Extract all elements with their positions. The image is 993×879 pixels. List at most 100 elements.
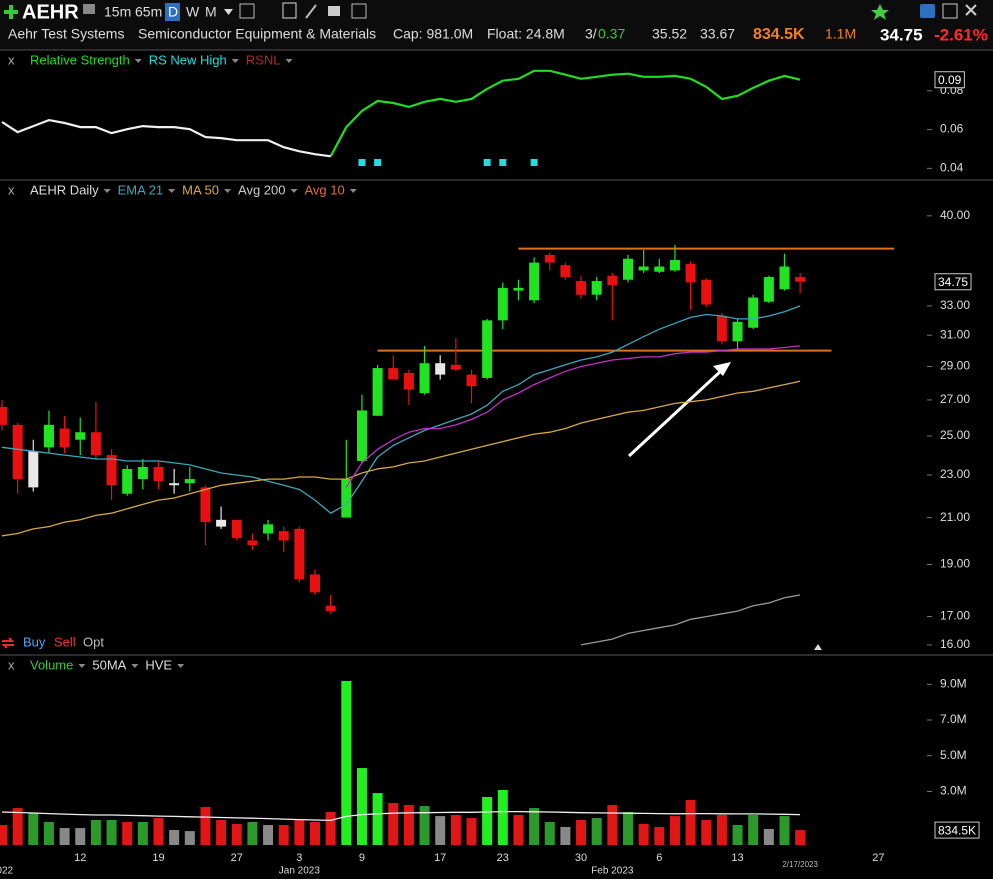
volume-bar bbox=[310, 821, 320, 845]
candle-body bbox=[701, 279, 712, 305]
y-tick-label: 17.00 bbox=[940, 609, 970, 623]
legend-entry[interactable]: EMA 21 bbox=[118, 182, 164, 197]
legend-dropdown bbox=[349, 189, 357, 193]
x-tick-label: 12 bbox=[74, 852, 86, 864]
icon[interactable] bbox=[239, 3, 255, 19]
series-line bbox=[345, 345, 801, 488]
marker bbox=[814, 644, 822, 650]
volume-bar bbox=[122, 821, 133, 845]
legend-close[interactable]: x bbox=[8, 657, 15, 672]
candle-body bbox=[716, 315, 727, 342]
legend-entry[interactable]: Avg 10 bbox=[304, 182, 344, 197]
x-tick-label: 19 bbox=[152, 852, 164, 864]
add-icon[interactable] bbox=[4, 5, 18, 19]
legend-entry[interactable]: AEHR Daily bbox=[30, 182, 99, 197]
candle-body bbox=[591, 281, 602, 295]
volume-bar bbox=[529, 808, 540, 845]
close-icon[interactable] bbox=[965, 4, 977, 16]
series-line bbox=[1, 810, 801, 822]
annotation-arrow bbox=[627, 368, 724, 458]
dropdown-icon[interactable] bbox=[224, 9, 233, 15]
interval[interactable]: M bbox=[205, 4, 217, 20]
series-line bbox=[1, 305, 801, 514]
icon[interactable] bbox=[282, 2, 297, 19]
candle-body bbox=[497, 287, 508, 321]
stat-value: 0.37 bbox=[598, 26, 625, 42]
sell-button[interactable]: Sell bbox=[54, 634, 76, 649]
candle-body bbox=[482, 320, 493, 378]
legend-dropdown bbox=[177, 664, 185, 668]
icon[interactable] bbox=[305, 4, 317, 19]
candle-body bbox=[28, 451, 39, 488]
interval-selected-bg bbox=[165, 3, 180, 21]
rs-new-high-marker bbox=[499, 159, 507, 166]
star-icon[interactable] bbox=[871, 4, 889, 20]
volume-bar bbox=[90, 820, 101, 845]
rs-new-high-marker bbox=[483, 159, 491, 166]
symbol[interactable]: AEHR bbox=[22, 1, 79, 23]
industry: Semiconductor Equipment & Materials bbox=[138, 26, 376, 42]
trade-icon[interactable] bbox=[1, 637, 15, 649]
cap: Cap: 981.0M bbox=[393, 26, 473, 42]
change: -2.61% bbox=[934, 25, 988, 44]
volume-bar bbox=[669, 816, 680, 845]
legend-dropdown bbox=[285, 59, 293, 63]
low: 33.67 bbox=[700, 26, 735, 42]
volume-bar bbox=[403, 805, 414, 845]
candle-body bbox=[513, 287, 524, 291]
y-tick-label: 0.06 bbox=[940, 122, 964, 136]
legend-entry[interactable]: RSNL bbox=[246, 52, 281, 67]
interval[interactable]: D bbox=[168, 4, 178, 20]
volume-bar bbox=[466, 818, 477, 845]
volume-bar bbox=[607, 805, 618, 845]
volume-bar bbox=[623, 811, 633, 845]
icon[interactable] bbox=[351, 3, 367, 19]
last-value-box bbox=[934, 273, 972, 291]
legend-entry[interactable]: HVE bbox=[145, 657, 172, 672]
candle-body bbox=[779, 266, 790, 290]
y-tick-label: 5.0M bbox=[940, 748, 967, 762]
opt-button[interactable]: Opt bbox=[83, 634, 104, 649]
candle-body bbox=[529, 262, 540, 301]
icon[interactable] bbox=[920, 4, 935, 18]
volume-bar bbox=[388, 803, 399, 845]
buy-button[interactable]: Buy bbox=[23, 634, 46, 649]
candle-body bbox=[59, 428, 70, 448]
candle-body bbox=[325, 605, 336, 612]
candle-body bbox=[419, 363, 430, 394]
candle-body bbox=[403, 372, 414, 390]
y-tick-label: 25.00 bbox=[940, 428, 970, 442]
rs-new-high-marker bbox=[374, 159, 382, 166]
legend-close[interactable]: x bbox=[8, 52, 15, 67]
interval[interactable]: W bbox=[186, 4, 200, 20]
y-tick-label: 21.00 bbox=[940, 510, 970, 524]
legend-entry[interactable]: Relative Strength bbox=[30, 52, 130, 67]
candle-body bbox=[90, 432, 101, 456]
interval[interactable]: 65m bbox=[135, 4, 162, 20]
volume-bar bbox=[341, 680, 352, 845]
legend-entry[interactable]: Volume bbox=[30, 657, 73, 672]
legend-entry[interactable]: Avg 200 bbox=[238, 182, 285, 197]
candle-body bbox=[43, 424, 54, 448]
candle-body bbox=[607, 275, 618, 286]
series-line bbox=[580, 594, 801, 646]
volume-bar bbox=[779, 816, 790, 845]
y-tick-label: 40.00 bbox=[940, 208, 970, 222]
volume-bar bbox=[325, 811, 336, 845]
volume-bar bbox=[701, 820, 712, 845]
legend-entry[interactable]: 50MA bbox=[92, 657, 126, 672]
legend-entry[interactable]: RS New High bbox=[149, 52, 227, 67]
icon[interactable] bbox=[328, 6, 340, 16]
candle-body bbox=[137, 466, 148, 480]
icon[interactable] bbox=[942, 3, 958, 19]
legend-close[interactable]: x bbox=[8, 182, 15, 197]
interval[interactable]: 15m bbox=[104, 4, 131, 20]
volume-bar bbox=[137, 821, 148, 845]
legend-entry[interactable]: MA 50 bbox=[182, 182, 219, 197]
candle-body bbox=[0, 406, 7, 425]
x-tick-label: 13 bbox=[731, 852, 743, 864]
candle-body bbox=[544, 254, 555, 263]
candle-body bbox=[623, 258, 633, 280]
x-tick-label: 6 bbox=[656, 852, 662, 864]
icon[interactable] bbox=[83, 4, 95, 14]
